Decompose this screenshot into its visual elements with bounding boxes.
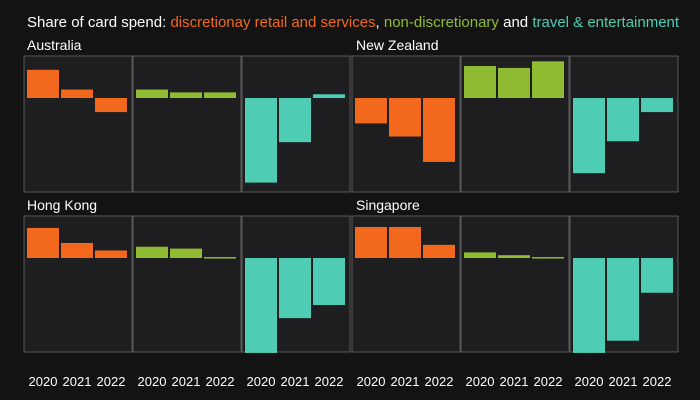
- tick-label-singapore-discretionary-2022: 2022: [425, 374, 454, 389]
- tick-label-singapore-travel-2020: 2020: [575, 374, 604, 389]
- tick-label-hong-kong-discretionary-2020: 2020: [29, 374, 58, 389]
- bar-australia-travel-2020: [245, 98, 277, 183]
- bar-australia-travel-2021: [279, 98, 311, 143]
- tick-label-singapore-non-discretionary-2021: 2021: [500, 374, 529, 389]
- tick-label-hong-kong-discretionary-2021: 2021: [63, 374, 92, 389]
- bar-australia-non-discretionary-2020: [136, 89, 168, 98]
- bar-singapore-non-discretionary-2021: [498, 255, 530, 258]
- chart-title: Share of card spend: discretionay retail…: [27, 14, 680, 31]
- bar-australia-non-discretionary-2022: [204, 92, 236, 98]
- bar-hong-kong-non-discretionary-2021: [170, 248, 202, 258]
- chart-title-sep-2: and: [499, 14, 532, 31]
- tick-label-singapore-travel-2022: 2022: [643, 374, 672, 389]
- panel-hong-kong-non-discretionary: [132, 215, 242, 353]
- bar-hong-kong-travel-2020: [245, 258, 277, 353]
- tick-label-hong-kong-travel-2020: 2020: [247, 374, 276, 389]
- bar-australia-discretionary-2020: [27, 69, 59, 98]
- panel-singapore-non-discretionary: [460, 215, 570, 353]
- bar-australia-travel-2022: [313, 94, 345, 98]
- region-label-new-zealand: New Zealand: [356, 37, 439, 53]
- bar-new-zealand-non-discretionary-2022: [532, 61, 564, 98]
- region-label-singapore: Singapore: [356, 197, 420, 213]
- bar-new-zealand-discretionary-2021: [389, 98, 421, 137]
- bar-hong-kong-discretionary-2021: [61, 242, 93, 258]
- bar-new-zealand-travel-2022: [641, 98, 673, 113]
- tick-label-hong-kong-travel-2021: 2021: [281, 374, 310, 389]
- bar-new-zealand-non-discretionary-2020: [464, 66, 496, 98]
- tick-label-singapore-discretionary-2021: 2021: [391, 374, 420, 389]
- bar-hong-kong-non-discretionary-2022: [204, 257, 236, 259]
- region-label-hong-kong: Hong Kong: [27, 197, 97, 213]
- region-label-australia: Australia: [27, 37, 82, 53]
- bar-hong-kong-discretionary-2022: [95, 250, 127, 258]
- bar-hong-kong-non-discretionary-2020: [136, 246, 168, 258]
- tick-label-singapore-discretionary-2020: 2020: [357, 374, 386, 389]
- bar-singapore-non-discretionary-2022: [532, 257, 564, 259]
- bar-australia-discretionary-2022: [95, 98, 127, 113]
- bar-singapore-travel-2022: [641, 258, 673, 293]
- bar-singapore-travel-2020: [573, 258, 605, 353]
- bar-singapore-discretionary-2021: [389, 226, 421, 258]
- chart-title-prefix: Share of card spend:: [27, 14, 170, 31]
- tick-label-hong-kong-travel-2022: 2022: [315, 374, 344, 389]
- bar-australia-non-discretionary-2021: [170, 92, 202, 98]
- panel-australia-non-discretionary: [132, 55, 242, 193]
- chart-title-sep-1: ,: [376, 14, 384, 31]
- legend-travel: travel & entertainment: [532, 14, 680, 31]
- bar-hong-kong-travel-2022: [313, 258, 345, 305]
- bar-singapore-non-discretionary-2020: [464, 252, 496, 258]
- bar-new-zealand-travel-2020: [573, 98, 605, 174]
- tick-label-singapore-non-discretionary-2022: 2022: [534, 374, 563, 389]
- bar-singapore-discretionary-2022: [423, 244, 455, 258]
- legend-discretionary: discretionay retail and services: [170, 14, 375, 31]
- bar-singapore-travel-2021: [607, 258, 639, 341]
- tick-label-hong-kong-non-discretionary-2020: 2020: [138, 374, 167, 389]
- tick-label-hong-kong-non-discretionary-2021: 2021: [172, 374, 201, 389]
- tick-label-hong-kong-discretionary-2022: 2022: [97, 374, 126, 389]
- bar-new-zealand-non-discretionary-2021: [498, 67, 530, 98]
- bar-hong-kong-discretionary-2020: [27, 227, 59, 258]
- bar-new-zealand-discretionary-2020: [355, 98, 387, 124]
- tick-label-singapore-travel-2021: 2021: [609, 374, 638, 389]
- tick-label-singapore-non-discretionary-2020: 2020: [466, 374, 495, 389]
- bar-singapore-discretionary-2020: [355, 226, 387, 258]
- tick-label-hong-kong-non-discretionary-2022: 2022: [206, 374, 235, 389]
- legend-non-discretionary: non-discretionary: [384, 14, 500, 31]
- bar-new-zealand-discretionary-2022: [423, 98, 455, 162]
- bar-hong-kong-travel-2021: [279, 258, 311, 319]
- bar-australia-discretionary-2021: [61, 89, 93, 98]
- bar-new-zealand-travel-2021: [607, 98, 639, 142]
